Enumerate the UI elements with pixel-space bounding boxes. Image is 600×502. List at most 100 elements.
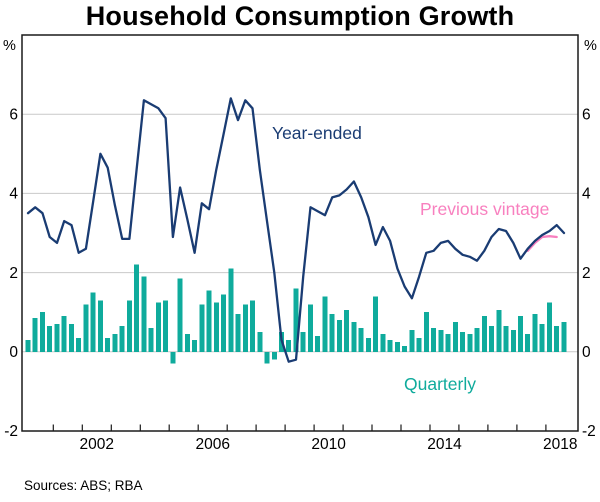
bar (155, 302, 161, 352)
bar (76, 337, 82, 352)
y-unit-right: % (584, 38, 597, 54)
bar (206, 290, 212, 352)
bar (61, 316, 67, 352)
y-tick-label-right: 0 (582, 344, 591, 361)
bar (358, 328, 364, 352)
y-tick-label-left: 6 (9, 106, 18, 123)
y-tick-label-left: -2 (4, 423, 18, 440)
bar (336, 320, 342, 352)
bar (373, 296, 379, 352)
bar (126, 300, 132, 352)
y-tick-label-right: 2 (582, 265, 591, 282)
consumption-chart: 2002 2006 2010 2014 2018 6 6 4 4 2 2 0 0 -2 -2% % Year-e… (3, 34, 597, 453)
chart-title: Household Consumption Growth (85, 1, 515, 31)
bar (228, 268, 234, 352)
bar (134, 264, 140, 352)
bar (445, 334, 451, 352)
plot-frame (21, 34, 579, 432)
bar (532, 314, 538, 352)
bar (510, 330, 516, 352)
y-tick-label-left: 4 (9, 186, 18, 203)
bar (47, 326, 53, 352)
bar (423, 312, 429, 352)
year-ended-line (26, 97, 566, 363)
bar (365, 337, 371, 352)
bar (539, 324, 545, 352)
y-axis-labels: 6 6 4 4 2 2 0 0 -2 -2%% (3, 38, 597, 440)
bar (257, 332, 263, 352)
bar (105, 337, 111, 352)
series-label: Year-ended (272, 123, 362, 143)
series-annotations: Year-ended Previous vintage Quarterly (272, 123, 549, 394)
bar (452, 322, 458, 352)
y-tick-label-left: 0 (9, 344, 18, 361)
x-axis-ticks (52, 424, 547, 431)
bar (474, 328, 480, 352)
bar (496, 310, 502, 352)
bar (264, 351, 270, 364)
bar (213, 302, 219, 352)
x-tick-label: 2014 (427, 436, 462, 453)
y-tick-label-left: 2 (9, 265, 18, 282)
bar (184, 334, 190, 352)
sources-note: Sources: ABS; RBA (24, 478, 143, 493)
bar (481, 316, 487, 352)
bar (163, 300, 169, 352)
quarterly-bars (25, 264, 567, 364)
bar (344, 310, 350, 352)
bar (460, 332, 466, 352)
x-axis-labels: 2002 2006 2010 2014 2018 (80, 436, 578, 453)
bar (32, 318, 38, 352)
bar (250, 300, 255, 352)
bar (54, 324, 60, 352)
x-tick-label: 2002 (80, 436, 114, 453)
bar (402, 345, 408, 352)
bar (554, 326, 560, 352)
bar (380, 334, 386, 352)
y-tick-label-right: 6 (582, 106, 591, 123)
bar (315, 336, 321, 352)
x-tick-label: 2010 (311, 436, 346, 453)
bar (25, 339, 31, 352)
bar (489, 326, 494, 352)
bar (329, 314, 335, 352)
bar (351, 322, 357, 352)
bar (293, 288, 299, 352)
bar (141, 276, 147, 352)
bar (235, 314, 241, 352)
bar (518, 316, 523, 352)
bar (431, 328, 437, 352)
bar (40, 312, 45, 352)
x-tick-label: 2018 (543, 436, 577, 453)
bar (192, 339, 198, 352)
bar (547, 302, 552, 352)
bar (112, 334, 118, 352)
y-tick-label-right: 4 (582, 186, 591, 203)
bar (394, 341, 400, 352)
bar (242, 304, 248, 352)
bar (503, 326, 509, 352)
bar (467, 334, 473, 352)
bar (177, 278, 183, 352)
bar (286, 339, 292, 352)
bar (69, 324, 74, 352)
bar (300, 332, 306, 352)
bar (438, 330, 444, 352)
x-tick-label: 2006 (195, 436, 229, 453)
bar (97, 300, 103, 352)
bar (119, 326, 125, 352)
bar (199, 304, 205, 352)
bar (148, 328, 154, 352)
series-label: Quarterly (404, 374, 476, 394)
bar (170, 351, 176, 364)
bar (83, 304, 89, 352)
bar (221, 294, 227, 352)
bar (271, 351, 277, 360)
bar (409, 330, 415, 352)
bar (387, 339, 393, 352)
bar (525, 334, 531, 352)
previous-vintage-line (526, 235, 558, 252)
series-label: Previous vintage (420, 199, 549, 219)
y-tick-label-right: -2 (582, 423, 596, 440)
bar (90, 292, 96, 352)
